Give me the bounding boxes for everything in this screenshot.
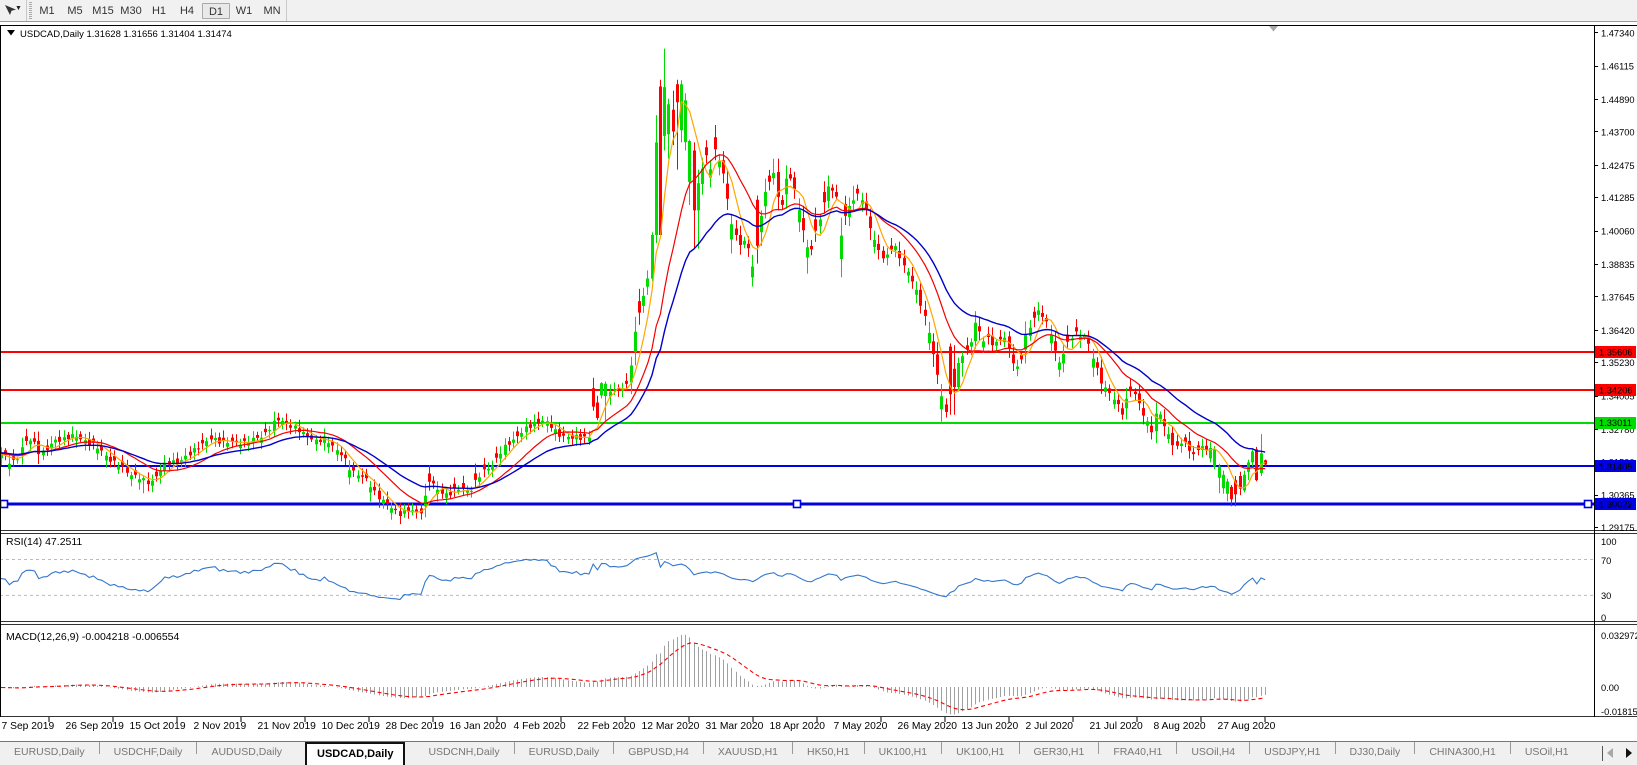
- svg-text:26 Sep 2019: 26 Sep 2019: [66, 721, 125, 732]
- svg-text:0.032972: 0.032972: [1601, 631, 1637, 641]
- svg-text:31 Mar 2020: 31 Mar 2020: [706, 721, 764, 732]
- svg-text:70: 70: [1601, 556, 1611, 566]
- svg-text:1.30022: 1.30022: [1599, 500, 1633, 510]
- svg-text:MACD(12,26,9) -0.004218 -0.006: MACD(12,26,9) -0.004218 -0.006554: [6, 631, 180, 643]
- svg-text:7 May 2020: 7 May 2020: [834, 721, 888, 732]
- svg-text:1.43700: 1.43700: [1601, 128, 1635, 138]
- svg-text:22 Feb 2020: 22 Feb 2020: [578, 721, 636, 732]
- svg-text:16 Jan 2020: 16 Jan 2020: [450, 721, 507, 732]
- svg-text:RSI(14) 47.2511: RSI(14) 47.2511: [6, 536, 82, 548]
- svg-text:15 Oct 2019: 15 Oct 2019: [130, 721, 186, 732]
- svg-text:21 Nov 2019: 21 Nov 2019: [258, 721, 317, 732]
- svg-text:1.41285: 1.41285: [1601, 193, 1635, 203]
- svg-text:1.36420: 1.36420: [1601, 326, 1635, 336]
- svg-text:28 Dec 2019: 28 Dec 2019: [386, 721, 445, 732]
- svg-text:1.31405: 1.31405: [1599, 462, 1633, 472]
- svg-text:18 Apr 2020: 18 Apr 2020: [770, 721, 826, 732]
- svg-text:7 Sep 2019: 7 Sep 2019: [2, 721, 55, 732]
- svg-text:100: 100: [1601, 537, 1617, 547]
- svg-text:1.37645: 1.37645: [1601, 292, 1635, 302]
- svg-text:0.00: 0.00: [1601, 683, 1619, 693]
- svg-text:13 Jun 2020: 13 Jun 2020: [962, 721, 1019, 732]
- svg-text:1.30365: 1.30365: [1601, 491, 1635, 501]
- svg-text:21 Jul 2020: 21 Jul 2020: [1090, 721, 1144, 732]
- svg-text:4 Feb 2020: 4 Feb 2020: [514, 721, 566, 732]
- svg-text:26 May 2020: 26 May 2020: [898, 721, 958, 732]
- svg-text:1.46115: 1.46115: [1601, 62, 1634, 72]
- svg-text:27 Aug 2020: 27 Aug 2020: [1218, 721, 1276, 732]
- svg-text:1.34005: 1.34005: [1601, 392, 1635, 402]
- svg-text:1.33011: 1.33011: [1599, 418, 1632, 428]
- svg-text:8 Aug 2020: 8 Aug 2020: [1154, 721, 1206, 732]
- svg-text:1.38835: 1.38835: [1601, 260, 1635, 270]
- svg-text:1.40060: 1.40060: [1601, 227, 1635, 237]
- svg-text:0: 0: [1601, 613, 1606, 623]
- svg-text:1.35230: 1.35230: [1601, 358, 1635, 368]
- svg-text:1.44890: 1.44890: [1601, 95, 1635, 105]
- svg-text:1.42475: 1.42475: [1601, 161, 1635, 171]
- svg-text:-0.018154: -0.018154: [1601, 707, 1637, 717]
- svg-text:2 Jul 2020: 2 Jul 2020: [1026, 721, 1074, 732]
- svg-text:2 Nov 2019: 2 Nov 2019: [194, 721, 247, 732]
- svg-text:1.34206: 1.34206: [1599, 386, 1633, 396]
- svg-text:USDCAD,Daily 1.31628 1.31656: USDCAD,Daily 1.31628 1.31656 1.31404 1.3…: [20, 29, 232, 40]
- svg-text:30: 30: [1601, 591, 1611, 601]
- svg-text:1.35606: 1.35606: [1599, 347, 1633, 357]
- svg-text:12 Mar 2020: 12 Mar 2020: [642, 721, 700, 732]
- svg-text:10 Dec 2019: 10 Dec 2019: [322, 721, 381, 732]
- svg-text:1.29175: 1.29175: [1601, 523, 1635, 533]
- svg-text:1.47340: 1.47340: [1601, 28, 1635, 38]
- svg-text:1.32780: 1.32780: [1601, 425, 1635, 435]
